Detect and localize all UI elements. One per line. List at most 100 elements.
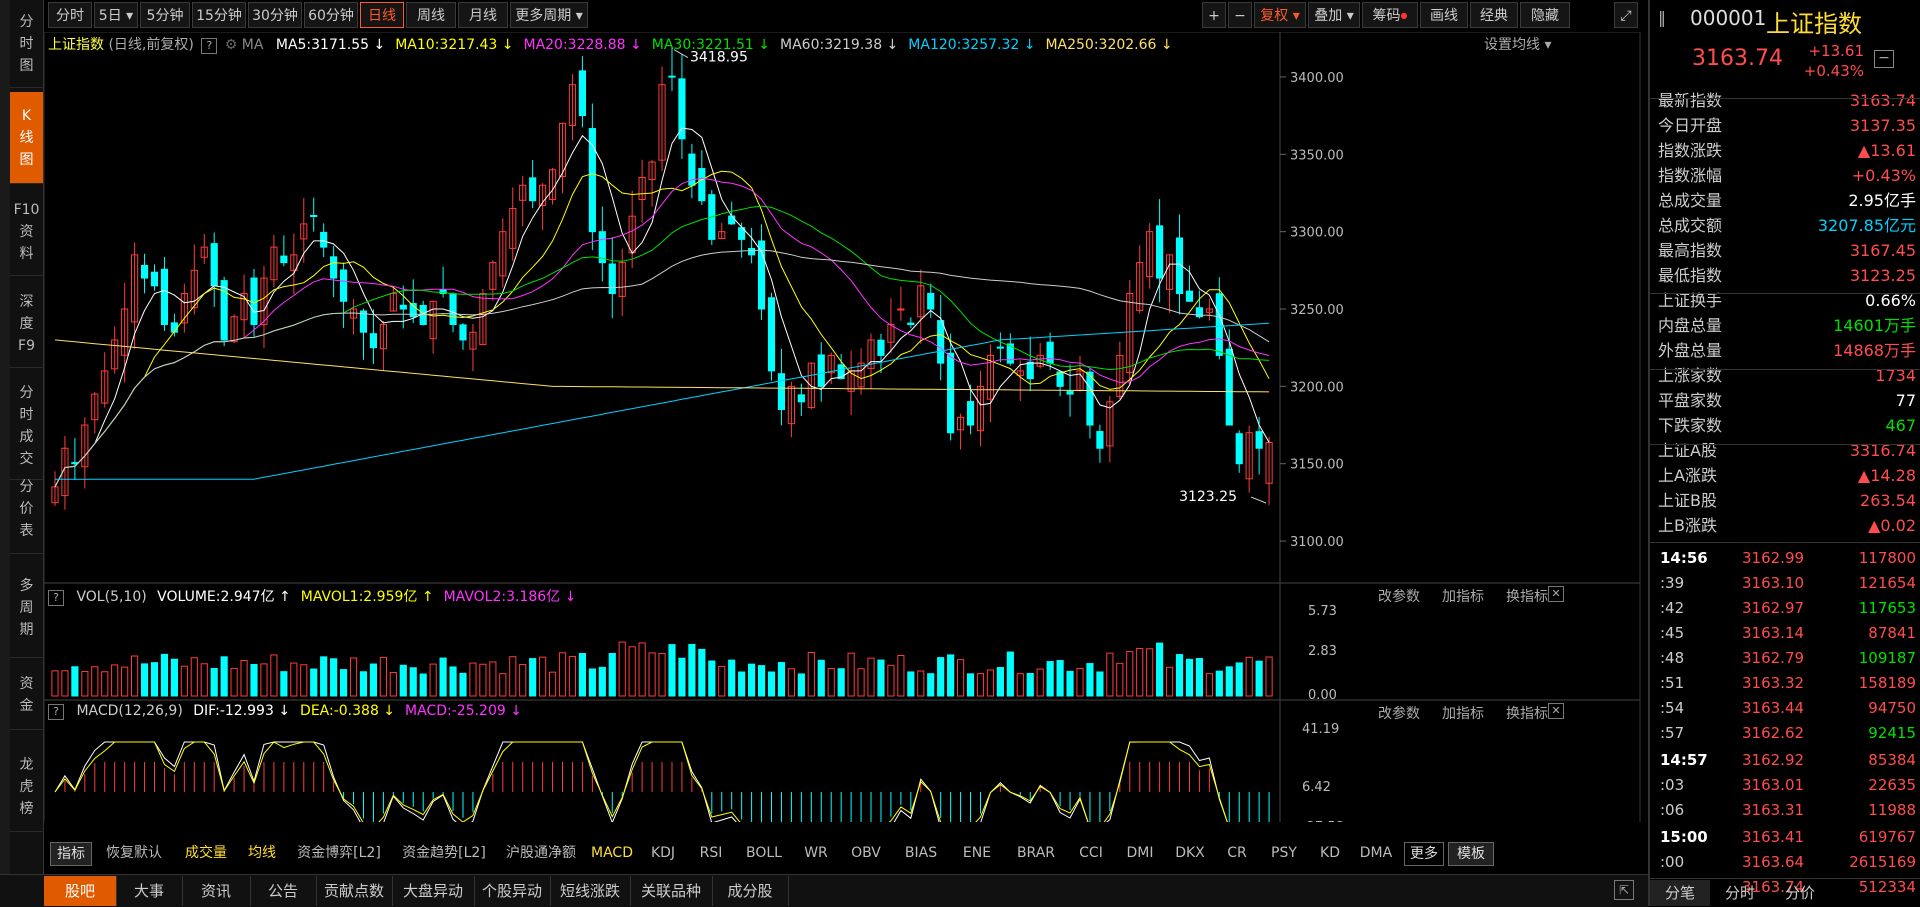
- indicator-1[interactable]: 恢复默认: [106, 845, 162, 861]
- panel-action-0-1[interactable]: 加指标: [1442, 589, 1484, 605]
- index-price: 3163.74: [1692, 46, 1783, 71]
- zoom-in-button[interactable]: +: [1202, 2, 1226, 28]
- indicator-18[interactable]: DKX: [1175, 845, 1205, 861]
- toolbar-right-5[interactable]: 隐藏: [1520, 2, 1570, 28]
- toolbar-right-1[interactable]: 叠加 ▾: [1308, 2, 1360, 28]
- period-7[interactable]: 周线: [406, 2, 456, 28]
- panel-action-1-2[interactable]: 换指标: [1506, 706, 1548, 722]
- sidenav-item-4[interactable]: 分时成交: [10, 372, 43, 480]
- close-panel-icon-0[interactable]: ✕: [1548, 586, 1564, 602]
- bottom-tab-8[interactable]: 关联品种: [630, 876, 713, 906]
- macd-help-icon[interactable]: ?: [48, 704, 64, 720]
- sidenav-item-5[interactable]: 分价表: [10, 464, 43, 554]
- bottom-tab-7[interactable]: 短线涨跌: [550, 876, 631, 906]
- gear-icon[interactable]: ⚙: [224, 37, 238, 53]
- bottom-tab-5[interactable]: 大盘异动: [392, 876, 475, 906]
- indicator-20[interactable]: PSY: [1271, 845, 1297, 861]
- indicator-4[interactable]: 资金博弈[L2]: [297, 845, 381, 861]
- period-5[interactable]: 60分钟: [304, 2, 358, 28]
- sidenav-item-3[interactable]: 深度 F9: [10, 280, 43, 368]
- sidenav-item-8[interactable]: 龙虎榜: [10, 742, 43, 832]
- vol-help-icon[interactable]: ?: [48, 590, 64, 606]
- price-chart[interactable]: 3400.00 3350.00 3300.00 3250.00 3200.00 3150.…: [44, 32, 1648, 822]
- sidenav-item-6[interactable]: 多周期: [10, 558, 43, 658]
- minimize-icon[interactable]: −: [1874, 50, 1894, 68]
- indicator-6[interactable]: 沪股通净额: [506, 845, 576, 861]
- indicator-0[interactable]: 指标: [50, 842, 92, 866]
- high-pointer: [673, 49, 689, 59]
- indicator-14[interactable]: ENE: [962, 845, 992, 861]
- period-8[interactable]: 月线: [458, 2, 508, 28]
- bottom-tab-3[interactable]: 公告: [250, 876, 317, 906]
- period-4[interactable]: 30分钟: [248, 2, 302, 28]
- panel-action-1-1[interactable]: 加指标: [1442, 706, 1484, 722]
- indicator-16[interactable]: CCI: [1079, 845, 1103, 861]
- bottom-tab-9[interactable]: 成分股: [712, 876, 789, 906]
- period-6[interactable]: 日线: [360, 2, 404, 28]
- stat-value-16: 263.54: [1860, 491, 1916, 510]
- indicator-19[interactable]: CR: [1227, 845, 1247, 861]
- indicator-22[interactable]: DMA: [1359, 845, 1393, 861]
- toolbar-right-3[interactable]: 画线: [1420, 2, 1468, 28]
- help-icon[interactable]: ?: [201, 38, 218, 54]
- toolbar-right-4[interactable]: 经典: [1470, 2, 1518, 28]
- tick-volume-7: 92415: [1868, 724, 1916, 742]
- candle-body-93: [976, 385, 985, 432]
- stat-divider-2: [1650, 369, 1920, 370]
- indicator-7[interactable]: MACD: [591, 845, 633, 861]
- right-tab-0[interactable]: 分笔: [1650, 880, 1710, 906]
- candle-body-29: [339, 269, 348, 302]
- bottom-tab-6[interactable]: 个股异动: [474, 876, 551, 906]
- toolbar-right-2[interactable]: 筹码●: [1362, 2, 1418, 28]
- right-tab-2[interactable]: 分价: [1784, 884, 1815, 902]
- toolbar-right-0[interactable]: 复权 ▾: [1254, 2, 1306, 28]
- indicator-5[interactable]: 资金趋势[L2]: [402, 845, 486, 861]
- indicator-17[interactable]: DMI: [1126, 845, 1154, 861]
- candle-body-72: [767, 297, 776, 372]
- indicator-10[interactable]: BOLL: [746, 845, 782, 861]
- indicator-13[interactable]: BIAS: [904, 845, 938, 861]
- sidenav-item-2[interactable]: F10 资料: [10, 188, 43, 276]
- candle-body-15: [200, 246, 208, 258]
- panel-action-0-2[interactable]: 换指标: [1506, 589, 1548, 605]
- period-3[interactable]: 15分钟: [192, 2, 246, 28]
- vol-bar-37: [419, 673, 427, 697]
- bottom-tab-1[interactable]: 大事: [116, 876, 183, 906]
- bottom-tab-2[interactable]: 资讯: [182, 876, 251, 906]
- candle-body-116: [1205, 308, 1213, 313]
- period-1[interactable]: 5日 ▾: [94, 2, 138, 28]
- period-2[interactable]: 5分钟: [140, 2, 190, 28]
- indicator-21[interactable]: KD: [1320, 845, 1340, 861]
- indicator-3[interactable]: 均线: [248, 845, 276, 861]
- indicator-11[interactable]: WR: [804, 845, 828, 861]
- sidenav-item-0[interactable]: 分时图: [10, 0, 43, 88]
- close-panel-icon-1[interactable]: ✕: [1548, 703, 1564, 719]
- expand-arrows-icon[interactable]: ⤢: [1614, 2, 1638, 28]
- tick-volume-6: 94750: [1868, 699, 1916, 717]
- panel-action-1-0[interactable]: 改参数: [1378, 706, 1420, 722]
- zoom-out-button[interactable]: −: [1228, 2, 1252, 28]
- sidenav-label-8-2: 榜: [19, 801, 34, 817]
- indicator-12[interactable]: OBV: [851, 845, 881, 861]
- indicator-2[interactable]: 成交量: [185, 845, 227, 861]
- indicator-23[interactable]: 更多: [1404, 842, 1444, 866]
- ma-settings-button[interactable]: 设置均线 ▾: [1484, 37, 1552, 53]
- panel-action-0-0[interactable]: 改参数: [1378, 589, 1420, 605]
- sidenav-item-7[interactable]: 资金: [10, 660, 43, 730]
- bottom-tab-4[interactable]: 贡献点数: [316, 876, 393, 906]
- stat-value-15: ▲14.28: [1857, 466, 1916, 485]
- indicator-24[interactable]: 模板: [1448, 842, 1494, 866]
- expand-icon[interactable]: ⇱: [1614, 880, 1634, 900]
- right-tab-1[interactable]: 分时: [1724, 884, 1755, 902]
- candle-body-84: [887, 323, 895, 343]
- indicator-15[interactable]: BRAR: [1016, 845, 1056, 861]
- period-0[interactable]: 分时: [48, 2, 92, 28]
- candle-body-108: [1126, 293, 1134, 373]
- vol-bar-4: [91, 666, 99, 697]
- period-9[interactable]: 更多周期 ▾: [510, 2, 588, 28]
- menu-icon[interactable]: ‖: [1658, 8, 1666, 27]
- indicator-8[interactable]: KDJ: [650, 845, 676, 861]
- bottom-tab-0[interactable]: 股吧: [44, 876, 117, 906]
- indicator-9[interactable]: RSI: [699, 845, 723, 861]
